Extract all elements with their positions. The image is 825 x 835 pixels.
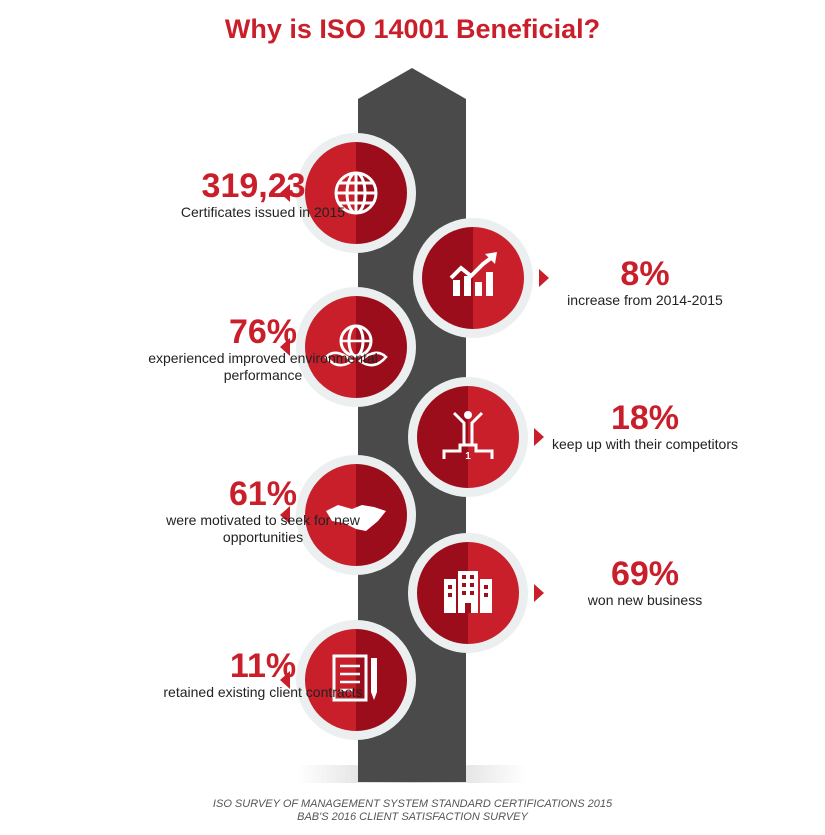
globe-icon	[334, 171, 378, 215]
source-2: BAB'S 2016 CLIENT SATISFACTION SURVEY	[297, 811, 528, 823]
winner-podium-icon: 1	[442, 411, 494, 462]
stat-value: 319,234	[201, 167, 325, 205]
stat-item: 61% were motivated to seek for new opport…	[148, 476, 378, 546]
handshake-icon	[326, 505, 386, 531]
stat-label: Certificates issued in 2015	[180, 204, 346, 220]
pointer-left-icon	[280, 338, 290, 356]
source-1: ISO SURVEY OF MANAGEMENT SYSTEM STANDARD…	[212, 798, 613, 810]
stat-item: 8% increase from 2014-2015	[530, 256, 760, 309]
stat-label: retained existing client contracts	[163, 684, 363, 700]
stat-value: 76%	[228, 313, 298, 351]
stat-label: keep up with their competitors	[552, 436, 738, 452]
stat-circle	[408, 533, 528, 653]
stat-item: 76% experienced improved environmental pe…	[148, 314, 378, 384]
stat-value: 8%	[620, 255, 670, 293]
stat-circle	[296, 455, 416, 575]
infographic-title: Why is ISO 14001 Beneficial?	[224, 14, 601, 44]
pointer-right-icon	[534, 584, 544, 602]
building-icon	[444, 571, 492, 613]
stat-value: 11%	[229, 647, 297, 685]
stat-value: 69%	[610, 555, 680, 593]
stat-item: 11% retained existing client contracts	[148, 648, 378, 701]
sources: ISO SURVEY OF MANAGEMENT SYSTEM STANDARD…	[0, 798, 825, 824]
stat-circle	[413, 218, 533, 338]
stat-circle	[296, 620, 416, 740]
stat-item: 69% won new business	[530, 556, 760, 609]
pointer-left-icon	[280, 671, 290, 689]
stat-value: 18%	[610, 399, 680, 437]
pointer-left-icon	[280, 506, 290, 524]
pointer-right-icon	[539, 269, 549, 287]
stat-value: 61%	[228, 475, 298, 513]
stat-label: experienced improved environmental perfo…	[148, 350, 378, 383]
contract-document-icon	[332, 654, 377, 702]
pointer-right-icon	[534, 428, 544, 446]
pointer-left-icon	[280, 184, 290, 202]
stat-item: 319,234 Certificates issued in 2015	[148, 168, 378, 221]
stat-label: were motivated to seek for new opportuni…	[166, 512, 360, 545]
stat-label: increase from 2014-2015	[567, 292, 723, 308]
eco-globe-icon	[324, 324, 388, 367]
podium-number: 1	[465, 451, 471, 462]
growth-chart-icon	[449, 252, 497, 296]
stat-circle: 1	[408, 377, 528, 497]
stat-item: 18% keep up with their competitors	[530, 400, 760, 453]
stat-label: won new business	[587, 592, 703, 608]
stat-circle	[296, 133, 416, 253]
stat-circle	[296, 287, 416, 407]
